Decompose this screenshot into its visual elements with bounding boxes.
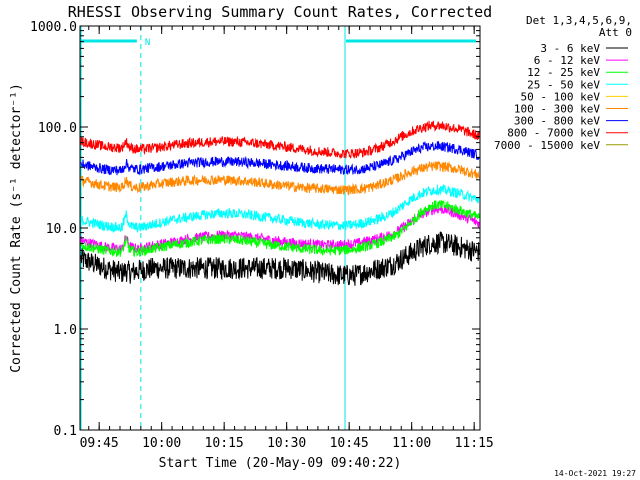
x-tick-label: 10:15 (205, 436, 244, 451)
x-axis: 09:45 10:00 10:15 10:30 10:45 11:00 11:15 (80, 26, 494, 451)
y-tick-label: 0.1 (54, 424, 77, 439)
legend-entry-label: 6 - 12 keV (534, 54, 601, 67)
legend-header-line-1: Det 1,3,4,5,6,9, (526, 14, 632, 27)
y-axis-label: Corrected Count Rate (s⁻¹ detector⁻¹) (9, 83, 24, 373)
legend-entry-label: 50 - 100 keV (521, 90, 601, 103)
x-tick-label: 11:00 (392, 436, 431, 451)
y-tick-label: 1.0 (54, 323, 77, 338)
x-tick-label: 09:45 (80, 436, 119, 451)
series-line (80, 199, 480, 258)
legend-entry-label: 100 - 300 keV (514, 103, 600, 116)
x-axis-label: Start Time (20-May-09 09:40:22) (159, 456, 402, 471)
legend-entry-label: 7000 - 15000 keV (494, 139, 600, 152)
legend-entry-label: 800 - 7000 keV (507, 127, 600, 140)
night-label: N (145, 38, 150, 48)
series-lines (80, 120, 480, 286)
y-tick-label: 1000.0 (30, 20, 77, 35)
x-tick-label: 11:15 (455, 436, 494, 451)
series-line (80, 231, 480, 286)
y-tick-label: 100.0 (38, 121, 77, 136)
x-tick-label: 10:30 (267, 436, 306, 451)
series-line (80, 120, 480, 159)
x-tick-label: 10:45 (330, 436, 369, 451)
legend-entry-label: 300 - 800 keV (514, 115, 600, 128)
legend-entry-label: 25 - 50 keV (527, 78, 600, 91)
timestamp: 14-Oct-2021 19:27 (554, 469, 636, 478)
legend-entry-label: 12 - 25 keV (527, 66, 600, 79)
y-axis: 1000.0 100.0 10.0 1.0 0.1 (30, 20, 480, 439)
series-line (80, 140, 480, 176)
chart-title: RHESSI Observing Summary Count Rates, Co… (68, 3, 492, 21)
legend-entry-label: 3 - 6 keV (540, 42, 600, 55)
series-line (80, 160, 480, 196)
x-tick-label: 10:00 (142, 436, 181, 451)
legend-header-line-2: Att 0 (599, 26, 632, 39)
series-line (80, 183, 480, 234)
y-tick-label: 10.0 (46, 222, 77, 237)
